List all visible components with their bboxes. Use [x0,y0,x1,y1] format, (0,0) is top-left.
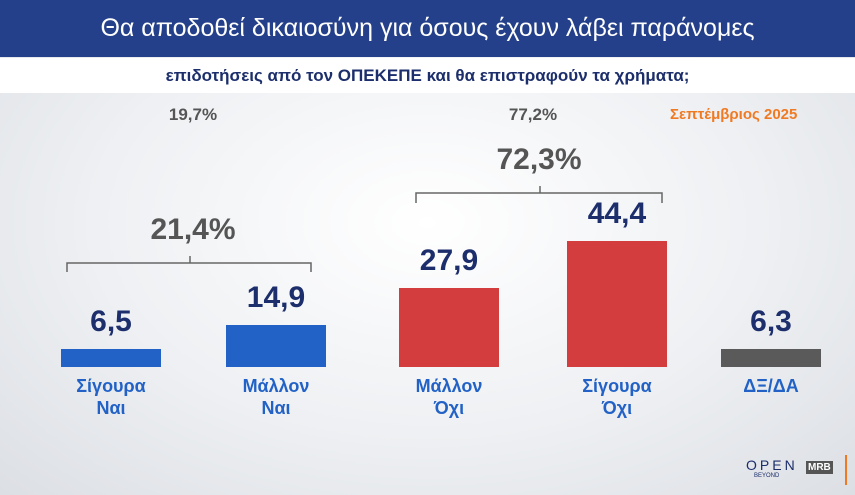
x-tick-label: Μάλλον Όχι [415,376,483,418]
annotation: 77,2% [508,105,558,124]
logo: OPEN [746,457,798,473]
annotation: 72,3% [496,143,582,176]
x-tick-label: Σίγουρα Ναι [76,376,146,418]
bracket [415,186,663,203]
subtitle-band [0,58,855,93]
date: Σεπτέμβριος 2025 [670,106,798,123]
value-label: 14,9 [246,280,306,314]
x-tick-label: ΔΞ/ΔΑ [743,376,799,396]
x-tick-label: Σίγουρα Όχι [582,376,652,418]
x-tick-label: Μάλλον Ναι [242,376,310,418]
value-label: 6,3 [750,305,792,339]
annotation: 19,7% [168,105,218,124]
logo: BEYOND [754,473,780,479]
value-label: 44,4 [587,196,647,230]
value-label: 27,9 [419,243,479,277]
bar [226,324,326,367]
chart-title: Θα αποδοθεί δικαιοσύνη για όσους έχουν λ… [100,14,755,42]
logo: MRB [806,461,833,474]
value-label: 6,5 [90,304,132,338]
bar [567,240,667,367]
bar [399,287,499,367]
bar [721,349,821,367]
chart-subtitle: επιδοτήσεις από τον ΟΠΕΚΕΠΕ και θα επιστ… [165,66,690,85]
annotation: 21,4% [150,213,236,246]
header-band [0,0,855,57]
bracket [66,256,312,272]
bar [61,348,161,367]
